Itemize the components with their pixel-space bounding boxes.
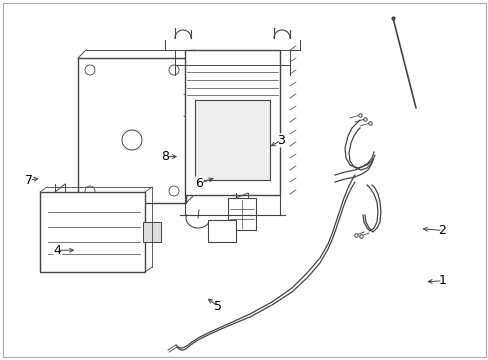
Text: 8: 8 <box>161 150 169 163</box>
Bar <box>142 222 161 242</box>
Bar <box>227 198 256 230</box>
Text: 7: 7 <box>25 174 33 186</box>
Bar <box>195 100 269 180</box>
Text: 5: 5 <box>213 300 221 312</box>
Text: 6: 6 <box>195 177 203 190</box>
Text: 1: 1 <box>438 274 446 287</box>
Bar <box>40 192 145 272</box>
Bar <box>78 58 185 203</box>
Bar <box>207 220 236 242</box>
Text: 2: 2 <box>438 224 446 237</box>
Text: 4: 4 <box>54 244 61 257</box>
Text: 3: 3 <box>277 134 285 147</box>
Bar <box>184 50 280 195</box>
